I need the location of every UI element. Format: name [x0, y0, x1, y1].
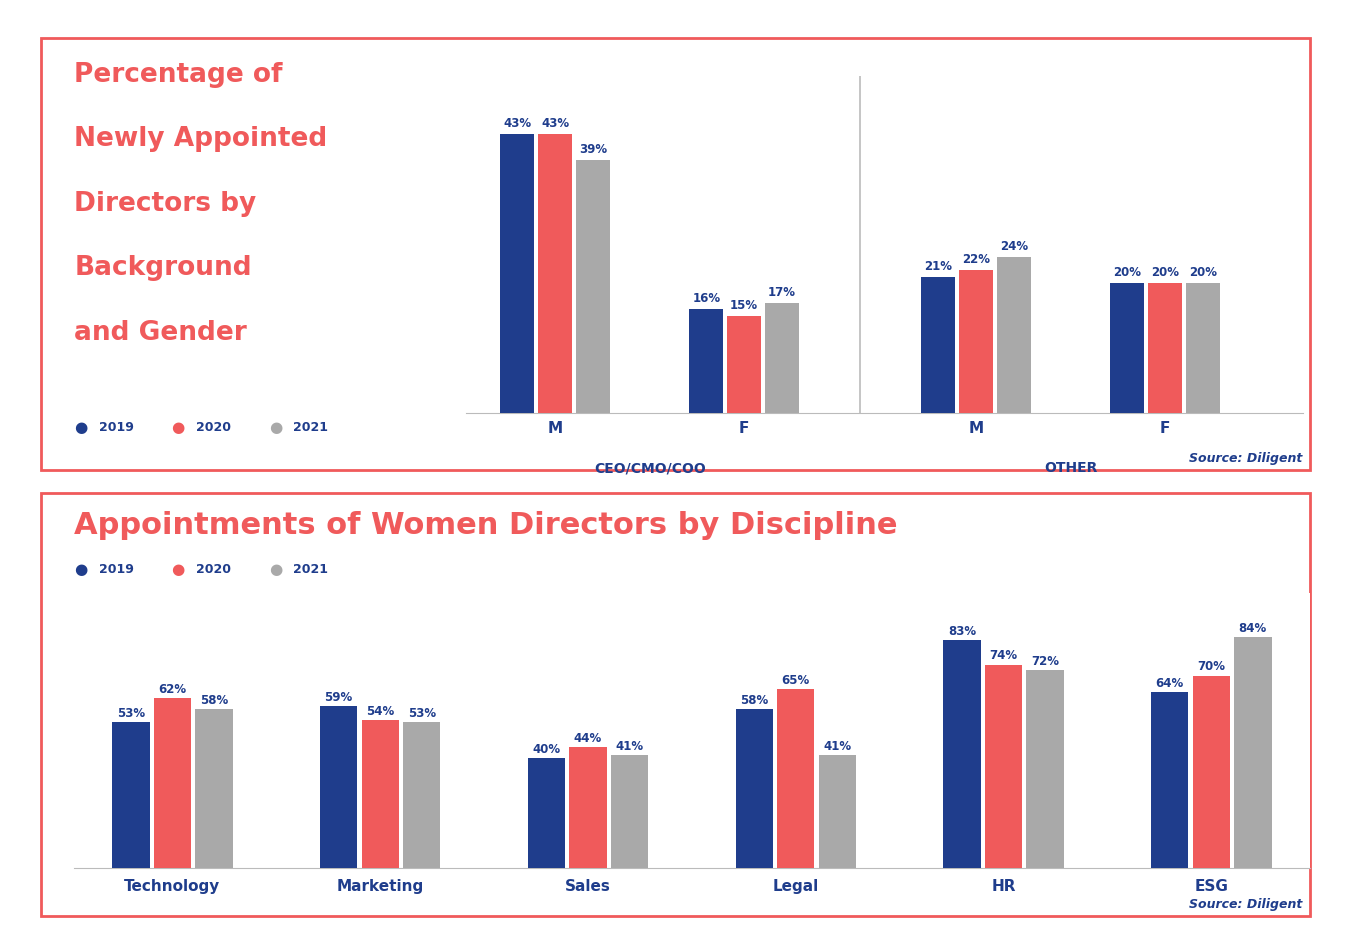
Text: 74%: 74% [990, 649, 1018, 662]
Bar [778, 689, 814, 868]
Text: 64%: 64% [1156, 677, 1184, 690]
Text: ●: ● [171, 562, 185, 577]
Bar [576, 160, 610, 413]
Bar [1192, 676, 1230, 868]
Text: 41%: 41% [824, 740, 852, 754]
Text: 17%: 17% [768, 286, 796, 299]
Bar [736, 709, 774, 868]
Bar [1187, 283, 1220, 413]
Bar [765, 303, 799, 413]
Bar [154, 698, 192, 868]
Text: ●: ● [269, 419, 282, 435]
Bar [728, 316, 761, 413]
Text: CEO/CMO/COO: CEO/CMO/COO [594, 461, 706, 475]
Text: Percentage of: Percentage of [74, 62, 282, 87]
Bar [818, 755, 856, 868]
Text: 21%: 21% [925, 260, 952, 273]
Bar [501, 134, 535, 413]
Text: 59%: 59% [324, 691, 352, 704]
Text: 53%: 53% [408, 707, 436, 720]
Text: 41%: 41% [616, 740, 644, 754]
Text: 44%: 44% [574, 732, 602, 745]
Bar [960, 270, 994, 413]
Bar [944, 640, 980, 868]
Text: OTHER: OTHER [1044, 461, 1098, 475]
Text: 16%: 16% [693, 292, 721, 306]
Text: ●: ● [74, 562, 88, 577]
Text: 83%: 83% [948, 624, 976, 638]
Text: 72%: 72% [1031, 655, 1058, 668]
Text: 2021: 2021 [293, 563, 328, 576]
Bar [112, 722, 150, 868]
Text: 54%: 54% [366, 704, 394, 717]
Bar [1111, 283, 1145, 413]
Text: 58%: 58% [200, 694, 228, 706]
Bar [320, 706, 358, 868]
Text: Appointments of Women Directors by Discipline: Appointments of Women Directors by Disci… [74, 511, 898, 540]
Bar [998, 257, 1031, 413]
Text: and Gender: and Gender [74, 320, 247, 345]
Bar [196, 709, 232, 868]
Text: Directors by: Directors by [74, 191, 256, 216]
Bar [1149, 283, 1183, 413]
Bar [1026, 670, 1064, 868]
Text: 20%: 20% [1114, 267, 1142, 279]
Bar [528, 758, 566, 868]
Text: Background: Background [74, 255, 252, 281]
Text: Source: Diligent: Source: Diligent [1189, 452, 1303, 465]
Bar [921, 277, 956, 413]
Bar [984, 664, 1022, 868]
Text: 22%: 22% [963, 253, 990, 267]
Text: 53%: 53% [117, 707, 144, 720]
Text: 65%: 65% [782, 674, 810, 687]
Bar [690, 309, 724, 413]
Text: 58%: 58% [740, 694, 768, 706]
Bar [610, 755, 648, 868]
Text: 20%: 20% [1152, 267, 1180, 279]
Text: 2019: 2019 [99, 420, 134, 434]
Bar [362, 719, 400, 868]
Bar [1234, 637, 1272, 868]
Text: 84%: 84% [1239, 622, 1266, 635]
Bar [570, 747, 606, 868]
Text: 2021: 2021 [293, 420, 328, 434]
Text: 40%: 40% [532, 743, 560, 756]
Text: Newly Appointed: Newly Appointed [74, 126, 328, 152]
Text: 20%: 20% [1189, 267, 1218, 279]
Text: ●: ● [74, 419, 88, 435]
Text: 24%: 24% [1000, 240, 1029, 253]
Text: 2020: 2020 [196, 563, 231, 576]
Text: ●: ● [171, 419, 185, 435]
Bar [539, 134, 572, 413]
Text: 70%: 70% [1197, 661, 1226, 674]
Text: 43%: 43% [504, 118, 532, 130]
Text: ●: ● [269, 562, 282, 577]
Text: 39%: 39% [579, 143, 608, 157]
Bar [1152, 692, 1188, 868]
Text: 2019: 2019 [99, 563, 134, 576]
Text: 43%: 43% [541, 118, 570, 130]
Text: 62%: 62% [158, 682, 186, 696]
Text: 15%: 15% [730, 299, 759, 312]
Bar [404, 722, 440, 868]
Text: 2020: 2020 [196, 420, 231, 434]
Text: Source: Diligent: Source: Diligent [1189, 898, 1303, 911]
